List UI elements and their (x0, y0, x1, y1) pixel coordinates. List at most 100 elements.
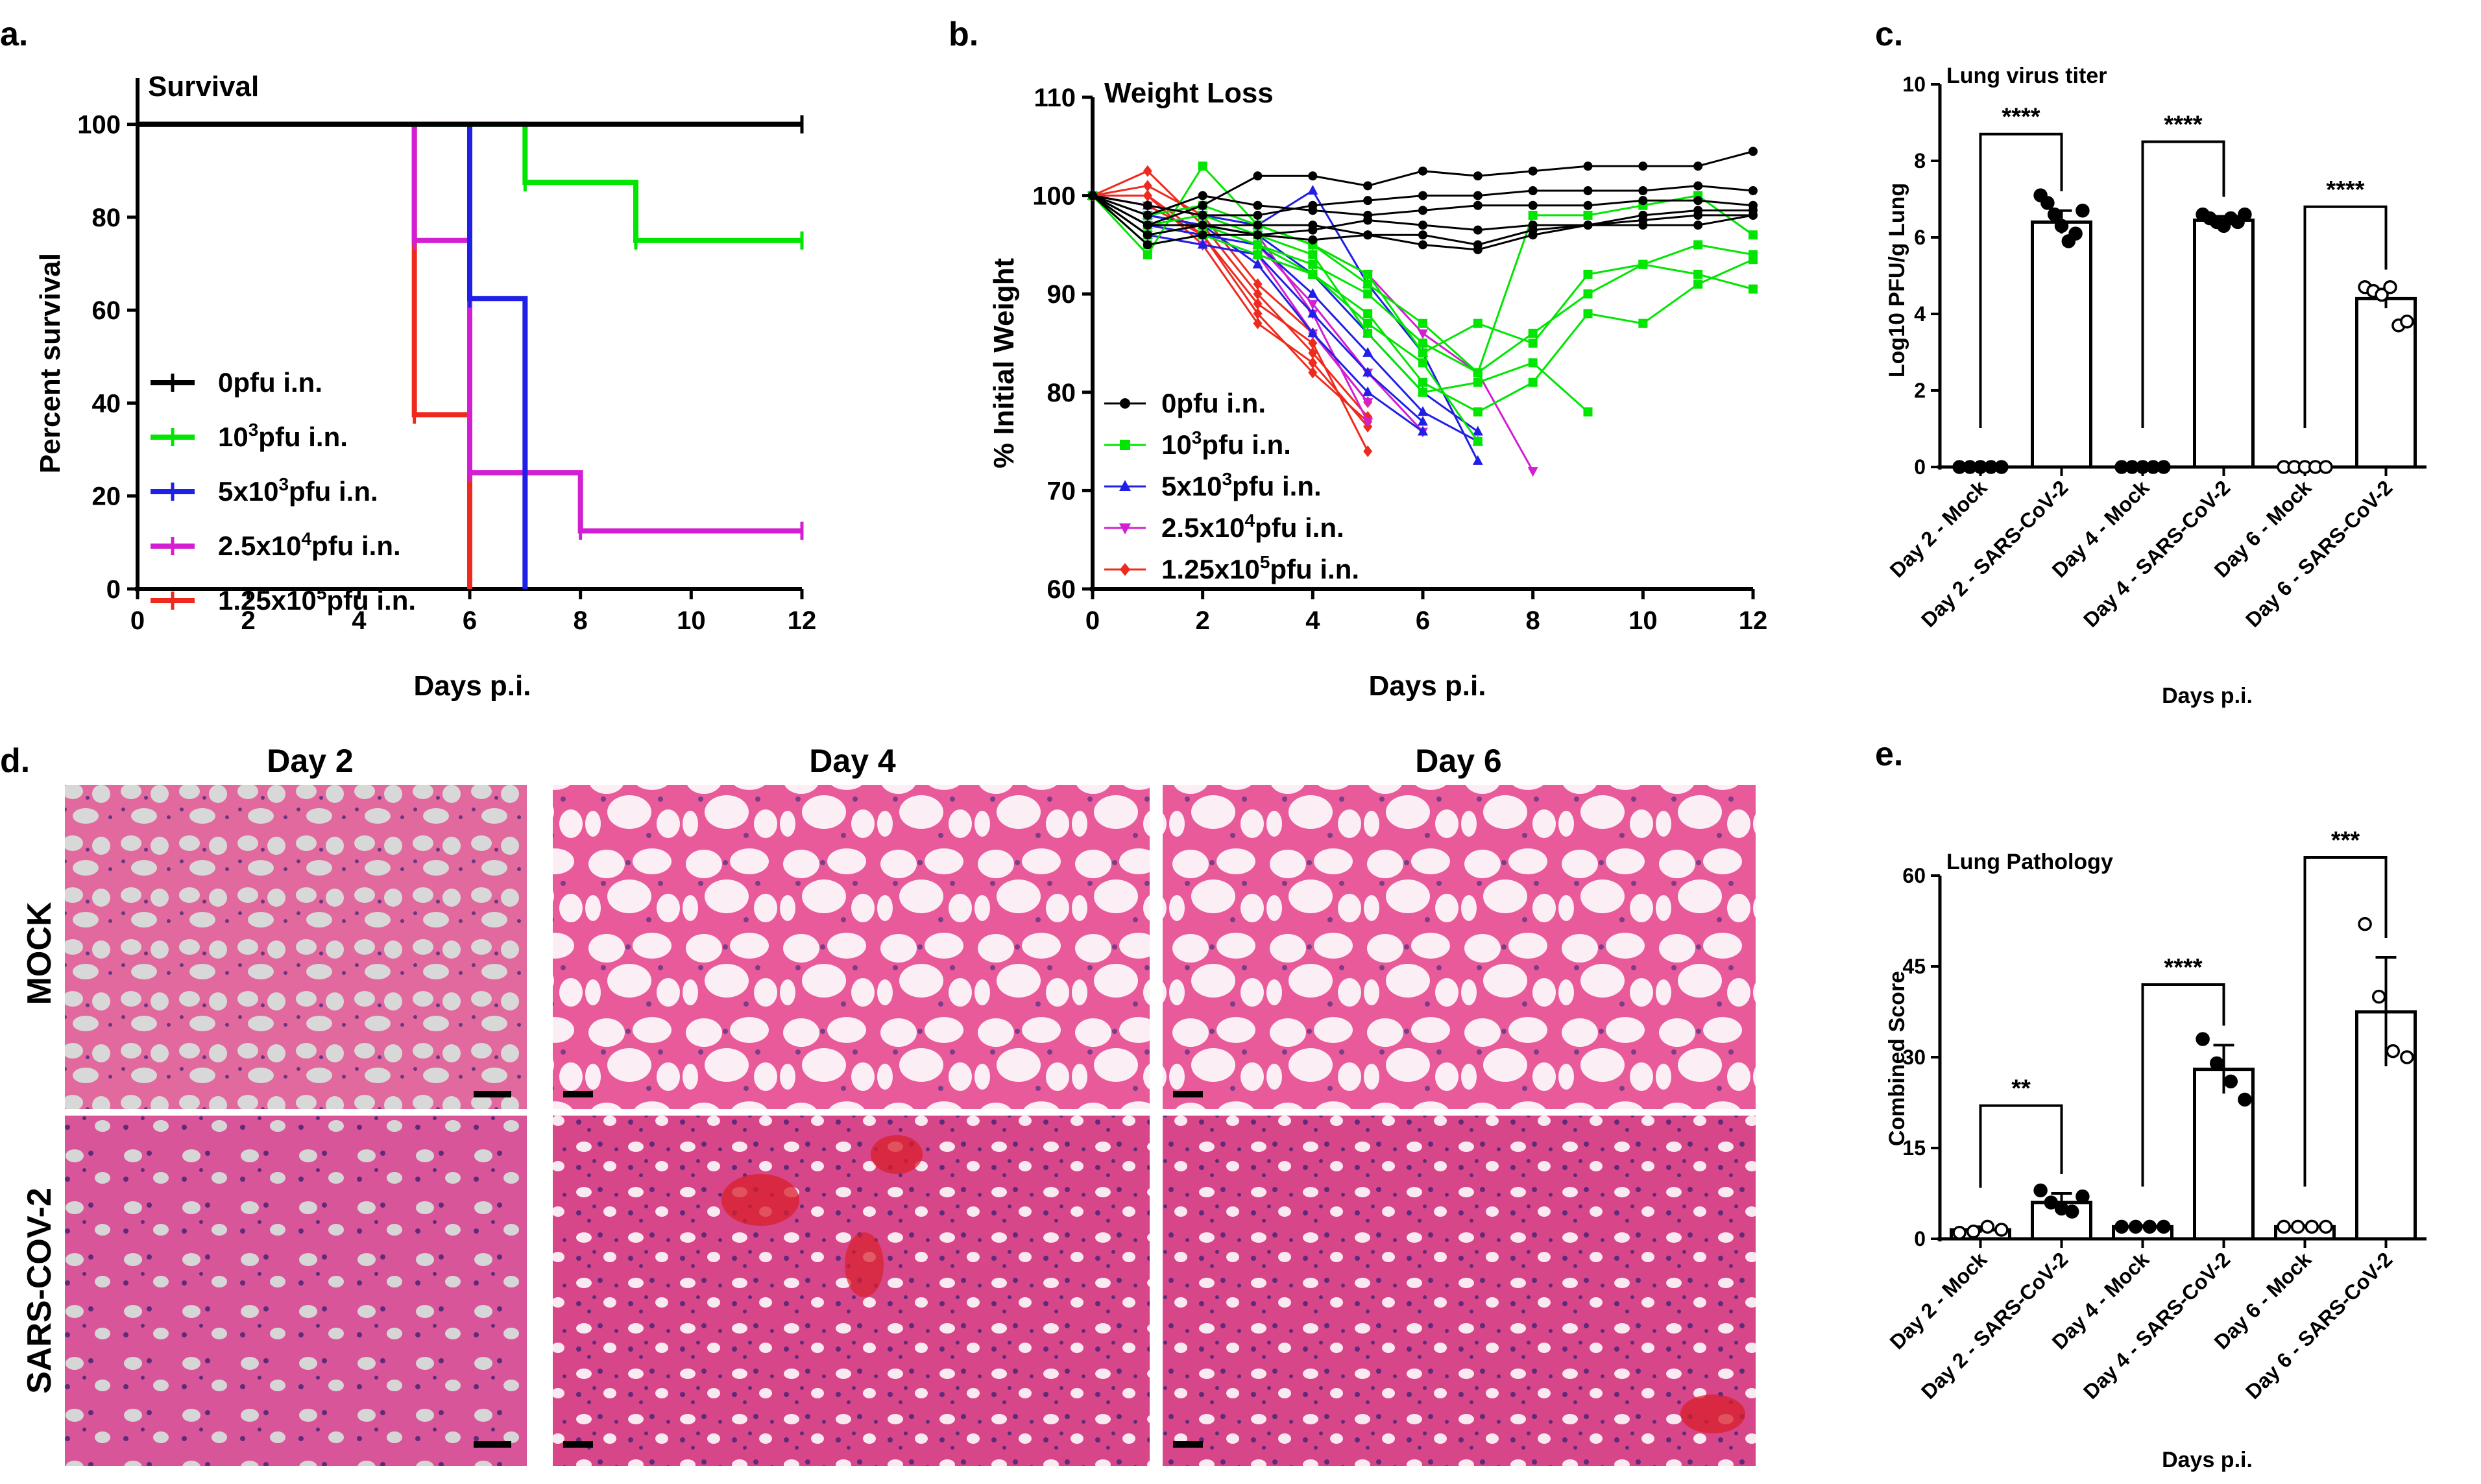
panel-label-b: b. (949, 16, 978, 53)
survival-legend-label: 0pfu i.n. (218, 367, 322, 398)
weight-data-point (1473, 200, 1483, 210)
weight-data-point (1308, 269, 1318, 279)
weight-data-point (1362, 366, 1374, 377)
titer-significance-label: **** (2326, 176, 2364, 204)
weight-data-point (1143, 165, 1152, 177)
column-heading-day-2: Day 2 (267, 743, 353, 779)
weight-y-tick-label: 110 (1034, 84, 1076, 112)
weight-data-point (1143, 250, 1152, 259)
weight-data-point (1472, 425, 1483, 436)
weight-data-point (1418, 339, 1427, 348)
weight-x-tick-label: 4 (1305, 606, 1320, 635)
weight-data-point (1638, 259, 1648, 269)
weight-data-point (1308, 366, 1318, 379)
weight-data-point (1473, 225, 1483, 235)
column-heading-day-4: Day 4 (809, 743, 896, 779)
survival-chart: Survival Percent survival Days p.i. 0204… (34, 71, 816, 702)
weight-data-point (1363, 309, 1373, 318)
pathology-data-point (2358, 916, 2372, 931)
weight-data-point (1418, 318, 1427, 328)
survival-x-tick-label: 0 (130, 606, 145, 635)
titer-significance-bracket (1979, 132, 2063, 428)
weight-data-point (1308, 171, 1318, 181)
weight-data-point (1308, 235, 1318, 245)
survival-x-tick-label: 10 (677, 606, 706, 635)
titer-data-point (1994, 460, 2009, 474)
weight-x-tick-label: 6 (1416, 606, 1430, 635)
weight-data-point (1528, 166, 1538, 176)
pathology-data-point (2044, 1195, 2059, 1210)
weight-y-tick-label: 90 (1047, 280, 1076, 309)
weight-x-tick-label: 0 (1085, 606, 1100, 635)
titer-x-axis-title: Days p.i. (2162, 684, 2253, 708)
panel-label-d: d. (0, 742, 30, 780)
pathology-category-label: Day 6 - SARS-CoV-2 (2241, 1247, 2397, 1403)
survival-title: Survival (148, 71, 259, 102)
weight-x-tick-label: 10 (1628, 606, 1658, 635)
weight-legend-marker (1120, 398, 1130, 409)
weight-data-point (1198, 210, 1207, 220)
titer-significance-bracket (2141, 140, 2225, 428)
weight-data-point (1473, 171, 1483, 181)
weight-data-point (1197, 239, 1208, 249)
weight-legend-marker (1120, 563, 1130, 576)
weight-data-point (1473, 377, 1483, 387)
pathology-data-point (2076, 1189, 2090, 1204)
weight-data-point (1528, 377, 1538, 387)
lung-virus-titer-chart: Lung virus titer Log10 PFU/g Lung Days p… (1885, 64, 2427, 708)
weight-data-point (1143, 221, 1152, 230)
titer-data-point (2040, 196, 2055, 210)
weight-data-point (1583, 221, 1593, 230)
pathology-significance-label: *** (2331, 827, 2360, 854)
weight-data-point (1363, 181, 1373, 191)
titer-category-label: Day 6 - SARS-CoV-2 (2241, 475, 2397, 631)
weight-data-point (1527, 467, 1538, 477)
survival-y-axis-title: Percent survival (34, 253, 66, 473)
pathology-data-point (2290, 1219, 2305, 1234)
pathology-significance-bracket (1979, 1104, 2063, 1188)
weight-data-point (1198, 200, 1207, 210)
weight-data-point (1308, 225, 1318, 235)
weight-data-point (1583, 200, 1593, 210)
weight-data-point (1418, 425, 1428, 436)
weight-data-point (1362, 347, 1374, 357)
weight-data-point (1143, 180, 1152, 192)
weight-data-point (1638, 186, 1648, 196)
survival-x-axis-title: Days p.i. (414, 670, 531, 702)
weight-data-point (1473, 191, 1483, 200)
pathology-category-label: Day 2 - SARS-CoV-2 (1917, 1247, 2072, 1403)
titer-data-point (2238, 207, 2252, 222)
weight-data-point (1473, 318, 1483, 328)
survival-x-tick-label: 6 (463, 606, 477, 635)
pathology-data-point (2064, 1204, 2079, 1219)
weight-series-line (1092, 169, 1369, 418)
survival-y-tick-label: 40 (92, 389, 121, 418)
weight-data-point (1583, 162, 1593, 171)
weight-data-point (1362, 386, 1374, 396)
weight-legend-label: 0pfu i.n. (1161, 388, 1266, 418)
titer-significance-bracket (2303, 205, 2388, 428)
survival-legend-label: 5x103pfu i.n. (218, 474, 378, 507)
weight-data-point (1418, 191, 1427, 200)
pathology-data-point (2114, 1219, 2129, 1234)
weight-legend-marker (1119, 480, 1131, 491)
titer-significance-label: **** (2164, 112, 2202, 139)
survival-legend-label: 103pfu i.n. (218, 420, 348, 452)
weight-title: Weight Loss (1104, 77, 1274, 109)
pathology-significance-label: **** (2164, 954, 2202, 981)
titer-title: Lung virus titer (1946, 64, 2107, 88)
weight-data-point (1472, 455, 1483, 465)
pathology-data-point (2319, 1219, 2333, 1234)
weight-series-line (1093, 195, 1369, 427)
weight-data-point (1363, 318, 1373, 328)
weight-data-point (1749, 230, 1758, 240)
titer-data-point (2319, 460, 2333, 474)
weight-legend-label: 103pfu i.n. (1161, 427, 1291, 460)
weight-data-point (1253, 307, 1263, 320)
weight-data-point (1308, 259, 1318, 269)
weight-data-point (1308, 206, 1318, 215)
weight-data-point (1583, 210, 1593, 220)
weight-series-line (1092, 195, 1479, 442)
weight-data-point (1473, 368, 1483, 377)
weight-data-point (1473, 407, 1483, 417)
